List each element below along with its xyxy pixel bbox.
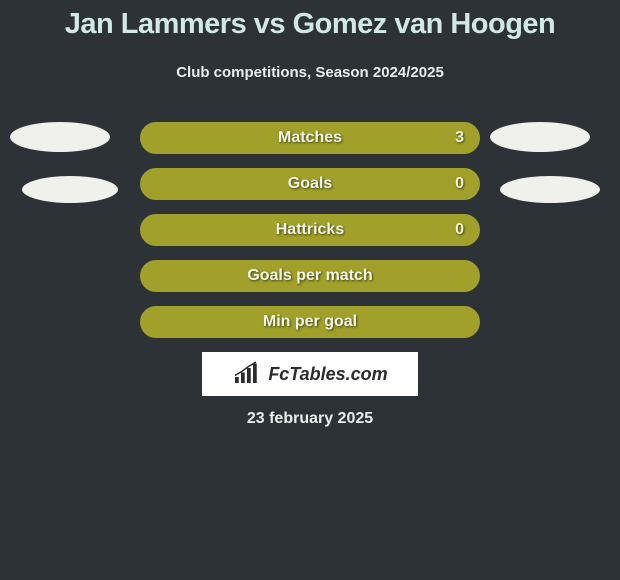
stat-label: Hattricks	[276, 221, 344, 239]
subtitle: Club competitions, Season 2024/2025	[0, 64, 620, 81]
barchart-icon	[232, 361, 262, 387]
stat-value: 0	[455, 175, 464, 193]
footer-logo: FcTables.com	[202, 352, 418, 396]
title-text: Jan Lammers vs Gomez van Hoogen	[65, 8, 556, 40]
date-text: 23 february 2025	[247, 410, 373, 427]
stat-value: 0	[455, 221, 464, 239]
page-title: Jan Lammers vs Gomez van Hoogen	[0, 8, 620, 41]
player-photo-placeholder	[500, 176, 600, 203]
stat-value: 3	[455, 129, 464, 147]
stat-bar: Hattricks 0	[140, 214, 480, 246]
player-photo-placeholder	[22, 176, 118, 203]
player-photo-placeholder	[490, 122, 590, 152]
logo-text: FcTables.com	[268, 364, 387, 385]
stat-bar: Goals per match	[140, 260, 480, 292]
stat-label: Goals	[288, 175, 332, 193]
stat-label: Matches	[278, 129, 342, 147]
stat-label: Min per goal	[263, 313, 357, 331]
subtitle-text: Club competitions, Season 2024/2025	[176, 64, 444, 81]
stat-bar: Matches 3	[140, 122, 480, 154]
stat-bar: Min per goal	[140, 306, 480, 338]
stat-label: Goals per match	[247, 267, 372, 285]
footer-date: 23 february 2025	[0, 410, 620, 428]
stat-bar: Goals 0	[140, 168, 480, 200]
player-photo-placeholder	[10, 122, 110, 152]
